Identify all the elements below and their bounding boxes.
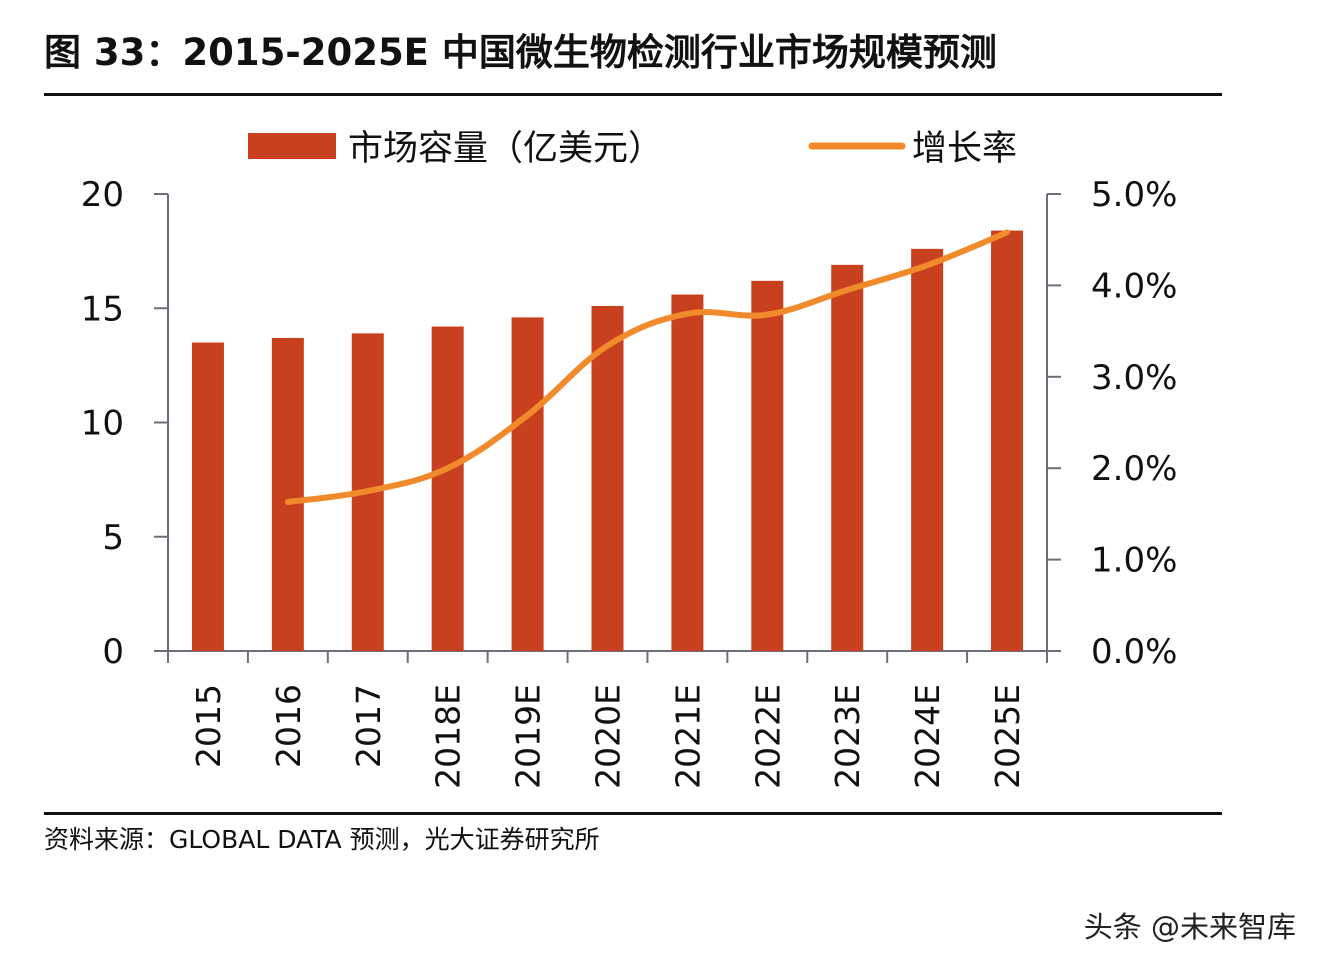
bar-2023E (831, 264, 864, 651)
title-divider (44, 93, 1222, 96)
bar-2018E (431, 326, 464, 651)
line-series (284, 229, 1011, 506)
x-tick-label: 2023E (828, 684, 867, 789)
legend: 市场容量（亿美元） 增长率 (248, 129, 1017, 169)
bar-2016 (271, 337, 304, 651)
right-tick-label: 3.0% (1091, 358, 1177, 398)
bar-2022E (751, 280, 784, 651)
right-tick-label: 4.0% (1091, 266, 1177, 306)
left-tick-label: 15 (81, 289, 124, 329)
chart-title: 图 33：2015-2025E 中国微生物检测行业市场规模预测 (44, 31, 997, 74)
bar-2024E (911, 248, 944, 651)
right-tick-label: 5.0% (1091, 175, 1177, 215)
watermark: 头条 @未来智库 (1083, 910, 1296, 944)
x-tick-label: 2024E (908, 684, 947, 789)
source-note: 资料来源：GLOBAL DATA 预测，光大证券研究所 (44, 825, 600, 854)
bar-2019E (511, 317, 544, 651)
x-tick-label: 2021E (668, 684, 707, 789)
bar-2015 (191, 342, 224, 651)
left-tick-label: 10 (81, 404, 124, 444)
footer-divider (44, 812, 1222, 815)
x-tick-label: 2019E (509, 684, 548, 789)
right-tick-label: 1.0% (1091, 541, 1177, 581)
legend-line-label: 增长率 (912, 129, 1017, 169)
bar-2020E (591, 305, 624, 651)
x-tick-label: 2020E (589, 684, 628, 789)
right-tick-label: 2.0% (1091, 449, 1177, 489)
legend-bar-label: 市场容量（亿美元） (348, 129, 663, 169)
bar-2021E (671, 294, 704, 651)
left-tick-label: 5 (102, 518, 124, 558)
x-tick-label: 2018E (429, 684, 468, 789)
x-tick-label: 2025E (988, 684, 1027, 789)
growth-rate-line (284, 229, 1011, 506)
x-tick-label: 2015 (189, 684, 228, 768)
legend-bar-swatch (248, 133, 336, 159)
axis-labels: 0 5 10 15 20 0.0% 1.0% 2.0% 3.0% 4.0% 5.0% 2015 2016… (81, 175, 1178, 789)
bar-series (191, 230, 1024, 651)
left-tick-label: 20 (81, 175, 124, 215)
x-tick-label: 2017 (349, 684, 388, 768)
right-tick-label: 0.0% (1091, 632, 1177, 672)
bar-2025E (991, 230, 1024, 651)
x-tick-label: 2022E (748, 684, 787, 789)
left-tick-label: 0 (102, 632, 124, 672)
x-tick-label: 2016 (269, 684, 308, 768)
